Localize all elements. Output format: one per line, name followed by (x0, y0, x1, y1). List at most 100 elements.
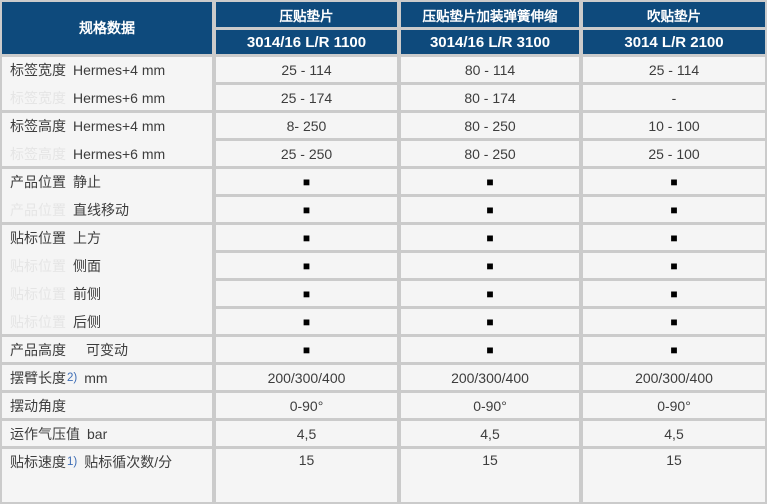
group-rows: ■ ■ ■ (216, 337, 765, 362)
data-cell: 4,5 (216, 421, 397, 446)
row-label-line: 贴标位置 后侧 (2, 306, 212, 334)
table-row: ■ ■ ■ (216, 225, 765, 250)
cell-value: 4,5 (296, 425, 317, 442)
cell-value: 10 - 100 (648, 117, 700, 134)
row-label-line: 产品位置 直线移动 (2, 194, 212, 222)
cell-value: 80 - 250 (464, 117, 516, 134)
data-cell: 25 - 100 (583, 141, 765, 166)
data-cell: ■ (583, 253, 765, 278)
group-rows: 200/300/400 200/300/400 200/300/400 (216, 365, 765, 390)
table-row: 25 - 114 80 - 114 25 - 114 (216, 57, 765, 82)
label-sub-text: 上方 (73, 229, 101, 246)
label-sub-text: bar (87, 425, 108, 442)
group-rows: ■ ■ ■ ■ ■ ■ (216, 169, 765, 222)
table-body: 标签宽度 Hermes+4 mm 标签宽度 Hermes+6 mm 25 - 114 80… (2, 57, 765, 502)
data-cell: ■ (401, 309, 579, 334)
data-cell: 80 - 250 (401, 113, 579, 138)
data-cell: ■ (583, 225, 765, 250)
table-row: ■ ■ ■ (216, 197, 765, 222)
table-row: 200/300/400 200/300/400 200/300/400 (216, 365, 765, 390)
row-label-cell: 贴标位置 上方 贴标位置 侧面 贴标位置 前侧 贴标位置 后侧 (2, 225, 212, 334)
availability-square: ■ (302, 230, 311, 245)
cell-value: 25 - 114 (281, 61, 332, 78)
availability-square: ■ (486, 174, 494, 189)
table-row: 8- 250 80 - 250 10 - 100 (216, 113, 765, 138)
cell-value: - (671, 89, 677, 106)
label-main-text: 摆臂长度 (10, 369, 66, 386)
availability-square: ■ (302, 202, 311, 217)
data-cell: ■ (216, 169, 397, 194)
product-model-cell: 3014 L/R 2100 (583, 30, 765, 54)
cell-value: 0-90° (473, 397, 507, 414)
availability-square: ■ (302, 342, 311, 357)
label-sub-text: 贴标循次数/分 (84, 453, 173, 470)
group-rows: 0-90° 0-90° 0-90° (216, 393, 765, 418)
label-ghost-text: 产品位置 (10, 201, 66, 218)
group-rows: 4,5 4,5 4,5 (216, 421, 765, 446)
data-cell: ■ (583, 197, 765, 222)
product-name-cell: 压贴垫片 (216, 2, 397, 27)
product-model-cell: 3014/16 L/R 3100 (401, 30, 579, 54)
label-sub-text: mm (84, 369, 108, 386)
label-main-text: 摆动角度 (10, 397, 66, 414)
row-label-line: 产品高度 可变动 (2, 337, 212, 362)
data-cell: 80 - 114 (401, 57, 579, 82)
label-main-text: 产品高度 (10, 341, 66, 358)
data-cell: ■ (583, 309, 765, 334)
label-sub-text: 后侧 (73, 313, 101, 330)
label-ghost-text: 贴标位置 (10, 257, 66, 274)
data-cell: ■ (401, 337, 579, 362)
row-label-line: 贴标位置 上方 (2, 225, 212, 250)
label-sub-text: 静止 (73, 173, 101, 190)
availability-square: ■ (302, 286, 311, 301)
footnote-ref: 1) (67, 455, 78, 468)
cell-value: 4,5 (664, 425, 684, 442)
availability-square: ■ (670, 174, 678, 189)
data-cell: 0-90° (216, 393, 397, 418)
row-label-line: 标签高度 Hermes+6 mm (2, 138, 212, 166)
cell-value: 25 - 174 (280, 89, 333, 106)
data-cell: ■ (401, 169, 579, 194)
data-cell: 25 - 174 (216, 85, 397, 110)
cell-value: 0-90° (289, 397, 324, 414)
table-row: 4,5 4,5 4,5 (216, 421, 765, 446)
spec-group: 摆臂长度 2) mm 200/300/400 200/300/400 200/300/40… (2, 365, 765, 390)
data-cell: 200/300/400 (401, 365, 579, 390)
availability-square: ■ (486, 342, 494, 357)
cell-value: 15 (482, 452, 498, 468)
data-cell: 200/300/400 (216, 365, 397, 390)
label-ghost-text: 标签宽度 (10, 89, 66, 106)
availability-square: ■ (302, 314, 311, 329)
row-label-cell: 标签高度 Hermes+4 mm 标签高度 Hermes+6 mm (2, 113, 212, 166)
data-cell: ■ (401, 253, 579, 278)
data-cell: ■ (216, 253, 397, 278)
availability-square: ■ (486, 314, 494, 329)
label-main-text: 贴标位置 (10, 229, 66, 246)
data-cell: 80 - 250 (401, 141, 579, 166)
data-cell: 15 (401, 449, 579, 502)
product-column-header: 压贴垫片 3014/16 L/R 1100 (216, 2, 397, 54)
product-column-header: 压贴垫片加装弹簧伸缩 3014/16 L/R 3100 (401, 2, 579, 54)
spec-group: 运作气压值 bar 4,5 4,5 4,5 (2, 421, 765, 446)
row-label-line: 运作气压值 bar (2, 421, 212, 446)
cell-value: 200/300/400 (267, 369, 346, 386)
cell-value: 15 (666, 452, 682, 468)
label-ghost-text: 贴标位置 (10, 285, 66, 302)
row-label-line: 贴标速度 1) 贴标循次数/分 (2, 449, 212, 474)
data-cell: 25 - 114 (216, 57, 397, 82)
cell-value: 200/300/400 (451, 369, 529, 386)
availability-square: ■ (302, 258, 311, 273)
data-cell: ■ (216, 337, 397, 362)
product-name-cell: 吹贴垫片 (583, 2, 765, 27)
label-main-text: 贴标速度 (10, 453, 66, 470)
availability-square: ■ (486, 258, 494, 273)
spec-group: 贴标速度 1) 贴标循次数/分 15 15 15 (2, 449, 765, 502)
table-row: ■ ■ ■ (216, 169, 765, 194)
label-sub-text: Hermes+6 mm (73, 89, 166, 106)
data-cell: ■ (583, 169, 765, 194)
row-label-line: 摆臂长度 2) mm (2, 365, 212, 390)
row-label-line: 贴标位置 侧面 (2, 250, 212, 278)
row-label-line: 标签高度 Hermes+4 mm (2, 113, 212, 138)
data-cell: ■ (216, 309, 397, 334)
label-ghost-text: 贴标位置 (10, 313, 66, 330)
